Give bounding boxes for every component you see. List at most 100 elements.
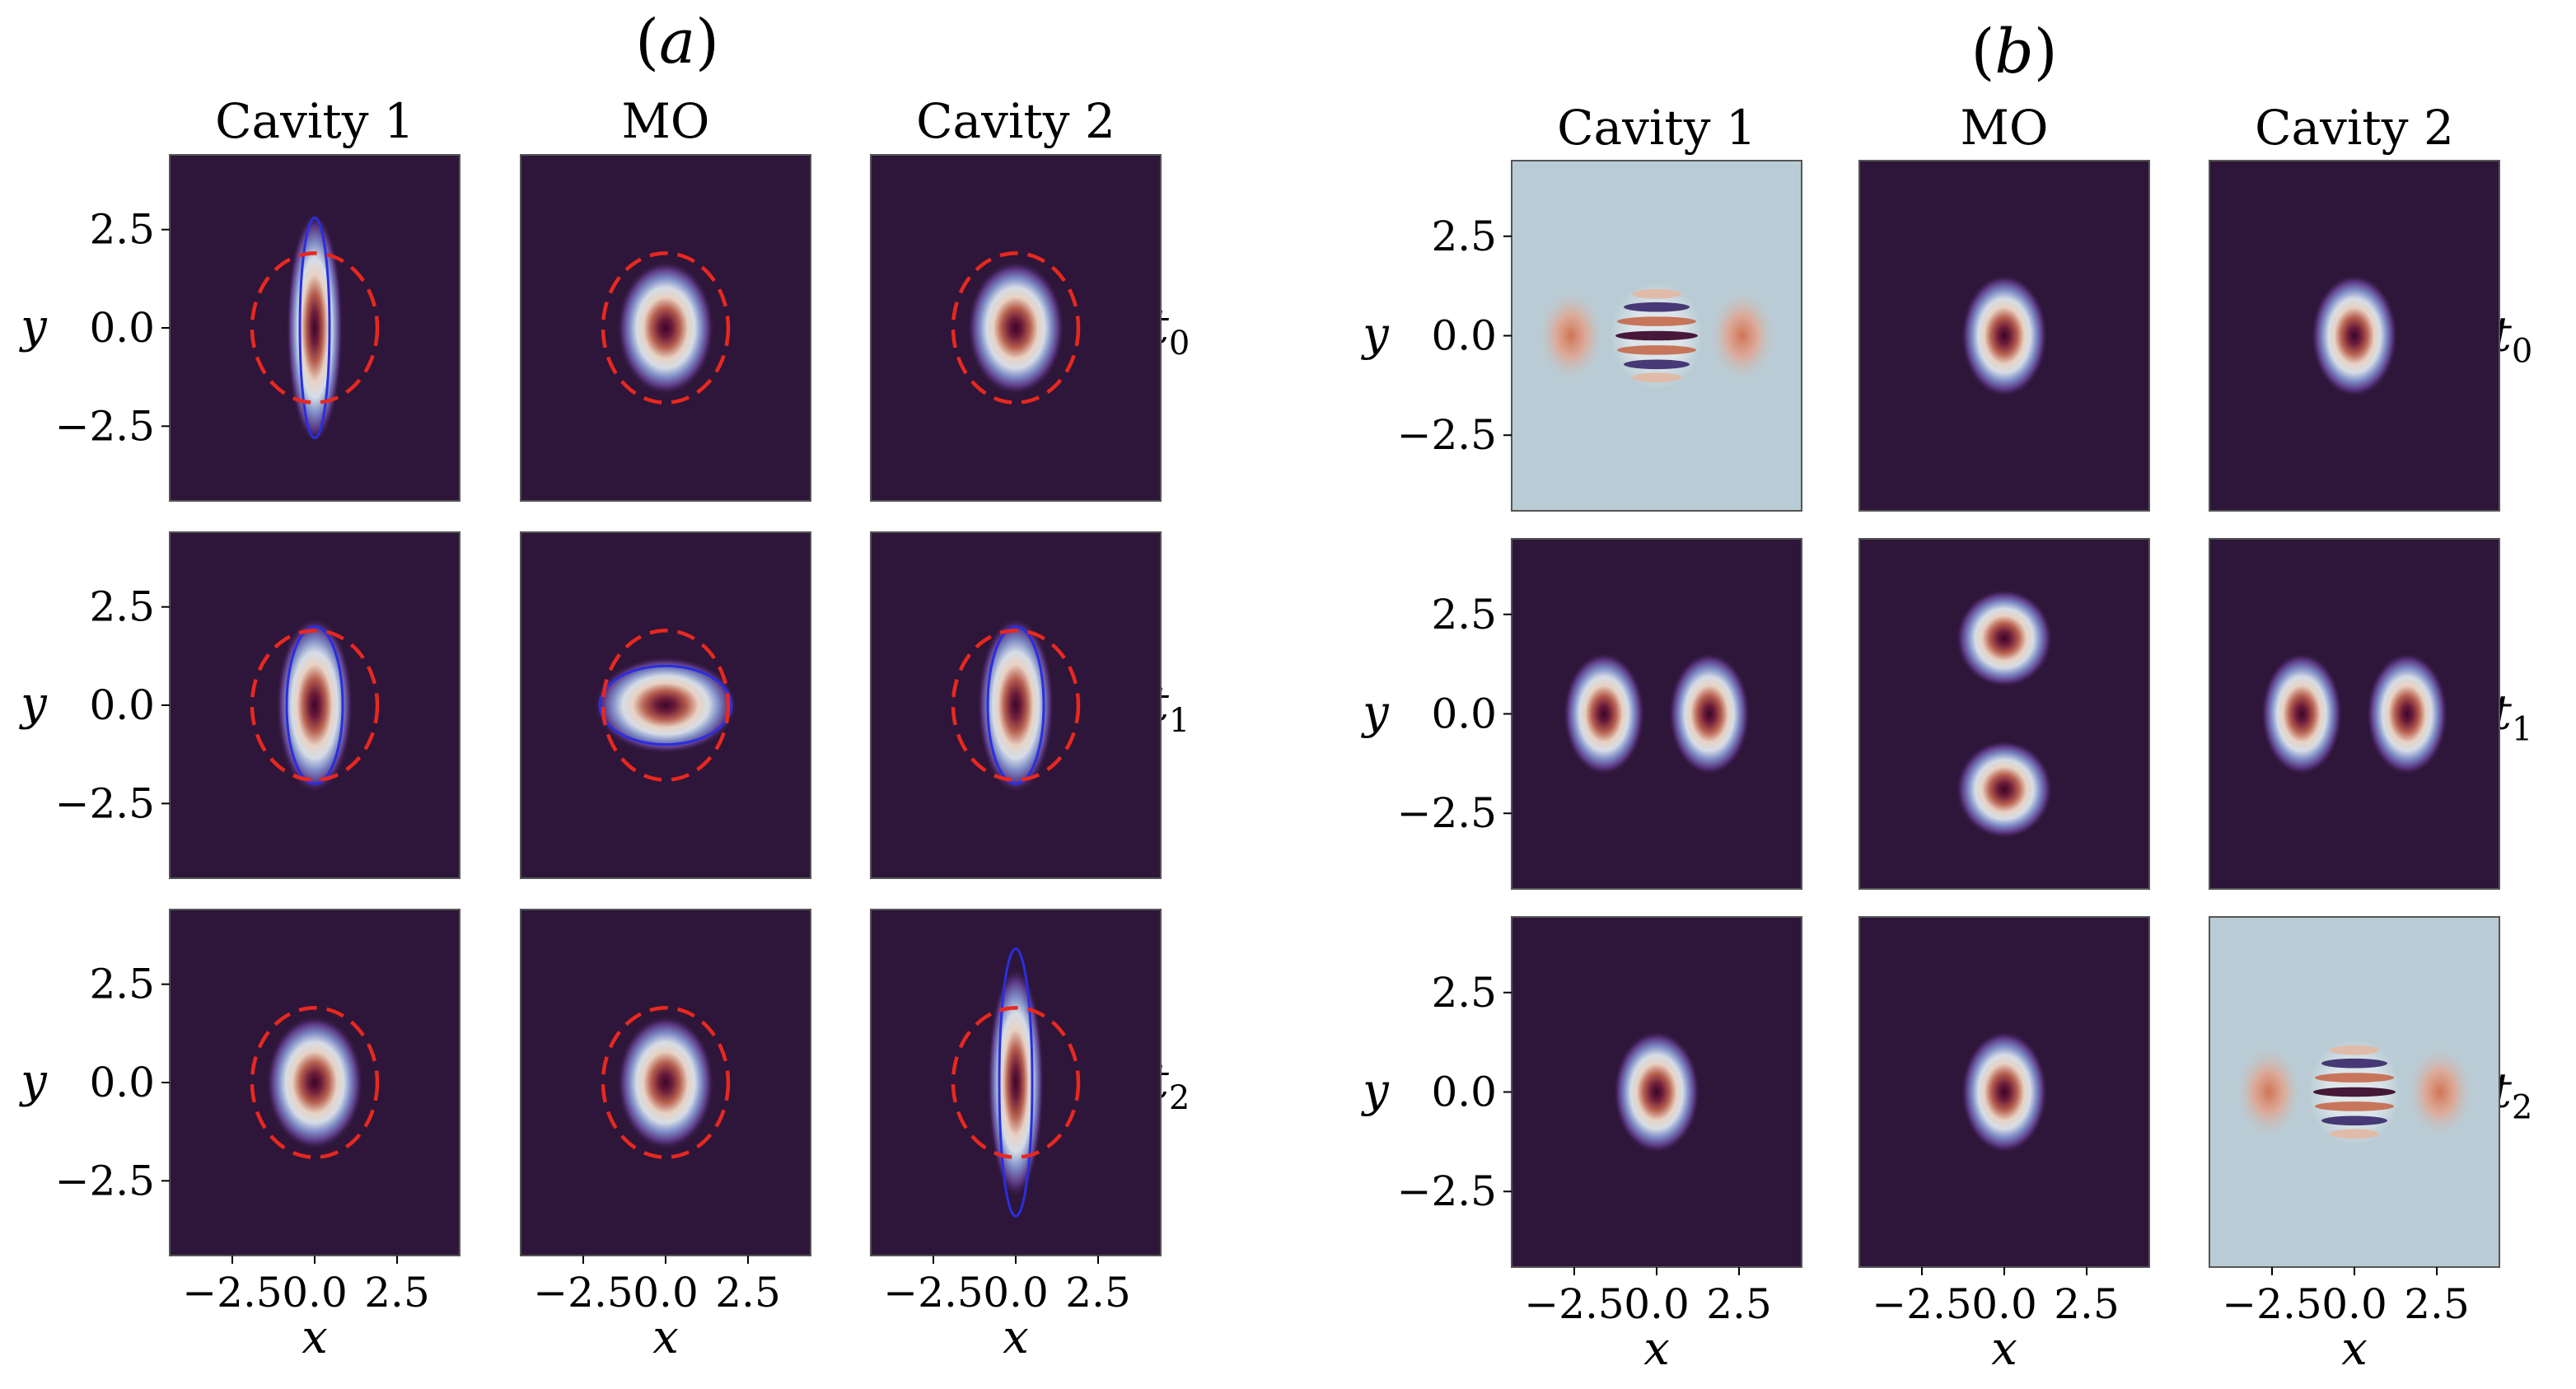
x-tick-label: −2.5 <box>1524 1280 1624 1328</box>
density-blob <box>1613 1030 1700 1154</box>
cell-content <box>170 155 460 501</box>
density-blob <box>1956 588 2053 688</box>
dashed-contour <box>951 629 1081 782</box>
wigner-lobe <box>1536 288 1606 384</box>
y-tick-label: 2.5 <box>89 583 155 631</box>
cell-frame <box>870 154 1162 502</box>
interference-fringe <box>2321 1115 2387 1126</box>
interference-fringe <box>2315 1073 2394 1083</box>
x-tick-label: −2.5 <box>883 1269 983 1317</box>
cell-content <box>1512 539 1802 889</box>
y-axis-label: y <box>18 1055 48 1108</box>
y-tick-label: 0.0 <box>1431 312 1497 360</box>
x-axis-label: x <box>302 1311 328 1364</box>
solid-contour <box>598 664 733 746</box>
y-tick-label: −2.5 <box>55 779 155 827</box>
interference-fringe <box>2313 1087 2396 1097</box>
interference-fringe <box>2321 1058 2387 1069</box>
y-tick-label: 2.5 <box>1431 213 1497 260</box>
solid-contour <box>998 947 1034 1218</box>
interference-fringe <box>1624 359 1690 370</box>
panel-label: (a) <box>635 7 719 77</box>
interference-fringe <box>1632 288 1681 299</box>
heatmap-cell <box>1858 538 2150 890</box>
time-label-sub: 2 <box>2512 1089 2532 1127</box>
y-tick-label: 0.0 <box>1431 690 1497 738</box>
y-tick-label: −2.5 <box>1397 411 1497 459</box>
interference-fringe <box>2330 1045 2379 1055</box>
y-tick-label: −2.5 <box>1397 1167 1497 1215</box>
interference-fringe <box>1624 302 1690 312</box>
y-tick-label: −2.5 <box>55 402 155 450</box>
panel-label: (b) <box>1971 16 2057 87</box>
density-blob <box>266 1015 363 1150</box>
y-tick-label: −2.5 <box>55 1157 155 1204</box>
solid-contour <box>986 625 1045 785</box>
density-blob <box>286 212 344 444</box>
cell-content <box>1859 161 2149 511</box>
x-tick-label: 2.5 <box>2404 1280 2470 1328</box>
wigner-lobe <box>2405 1044 2475 1140</box>
density-blob <box>2311 274 2398 398</box>
y-tick-label: 0.0 <box>1431 1069 1497 1116</box>
density-blob <box>987 966 1045 1199</box>
density-blob <box>967 260 1064 395</box>
y-tick-label: 2.5 <box>89 961 155 1008</box>
x-tick-label: 0.0 <box>633 1269 699 1317</box>
dashed-contour <box>601 1006 731 1159</box>
y-tick-label: 0.0 <box>89 1059 155 1106</box>
cell-content <box>2209 917 2499 1267</box>
x-axis-label: x <box>2341 1322 2368 1376</box>
x-tick-label: 0.0 <box>2321 1280 2387 1328</box>
interference-fringe <box>2315 1101 2394 1111</box>
y-axis-label: y <box>1360 686 1390 740</box>
cell-content <box>170 532 460 878</box>
cell-content <box>2209 539 2499 889</box>
x-tick-label: 2.5 <box>715 1269 781 1317</box>
x-tick-label: 0.0 <box>1971 1280 2037 1328</box>
wigner-lobe <box>2234 1044 2303 1140</box>
y-axis-label: y <box>18 677 48 731</box>
panel-b: (b)Cavity 1 MO Cavity 2t0t1t22.50.0−2.5y2.… <box>1360 16 2532 1376</box>
heatmap-cell: 2.5 0.0 −2.5y <box>18 531 461 879</box>
cell-content <box>871 532 1161 878</box>
x-axis-label: x <box>1643 1322 1670 1376</box>
cell-content <box>2209 161 2499 511</box>
x-tick-label: −2.5 <box>2222 1280 2321 1328</box>
interference-fringe <box>1617 316 1696 326</box>
x-tick-label: 0.0 <box>282 1269 348 1317</box>
cell-content <box>1859 917 2149 1267</box>
heatmap-cell: −2.5 0.0 2.5 x <box>520 909 811 1364</box>
y-tick-label: 2.5 <box>1431 969 1497 1017</box>
heatmap-cell <box>870 531 1162 879</box>
x-tick-label: 0.0 <box>983 1269 1049 1317</box>
y-tick-label: 0.0 <box>89 681 155 729</box>
wigner-lobe <box>1708 288 1777 384</box>
heatmap-cell <box>2209 538 2500 890</box>
cell-frame <box>1858 538 2150 890</box>
y-axis-label: y <box>18 300 48 353</box>
y-axis-label: y <box>1360 308 1390 362</box>
cell-content <box>521 532 811 878</box>
x-axis-label: x <box>1991 1322 2017 1376</box>
cell-content <box>1512 917 1802 1267</box>
panel-label-close: ) <box>2034 16 2058 87</box>
cell-content <box>871 155 1161 501</box>
solid-contour <box>285 625 344 785</box>
y-axis-label: y <box>1360 1064 1390 1118</box>
heatmap-cell: −2.5 0.0 2.5 x <box>870 909 1162 1364</box>
interference-fringe <box>1617 345 1696 355</box>
column-title: MO <box>1961 100 2049 156</box>
dashed-contour <box>601 629 731 782</box>
cell-frame <box>870 531 1162 879</box>
time-label-sub: 2 <box>1169 1079 1190 1117</box>
dashed-contour <box>250 629 380 782</box>
x-axis-label: x <box>1003 1311 1029 1364</box>
cell-background <box>2209 539 2499 889</box>
cell-frame <box>2209 160 2500 512</box>
panel-label-letter: a <box>659 7 695 77</box>
cell-frame <box>2209 538 2500 890</box>
y-tick-label: 2.5 <box>89 206 155 254</box>
